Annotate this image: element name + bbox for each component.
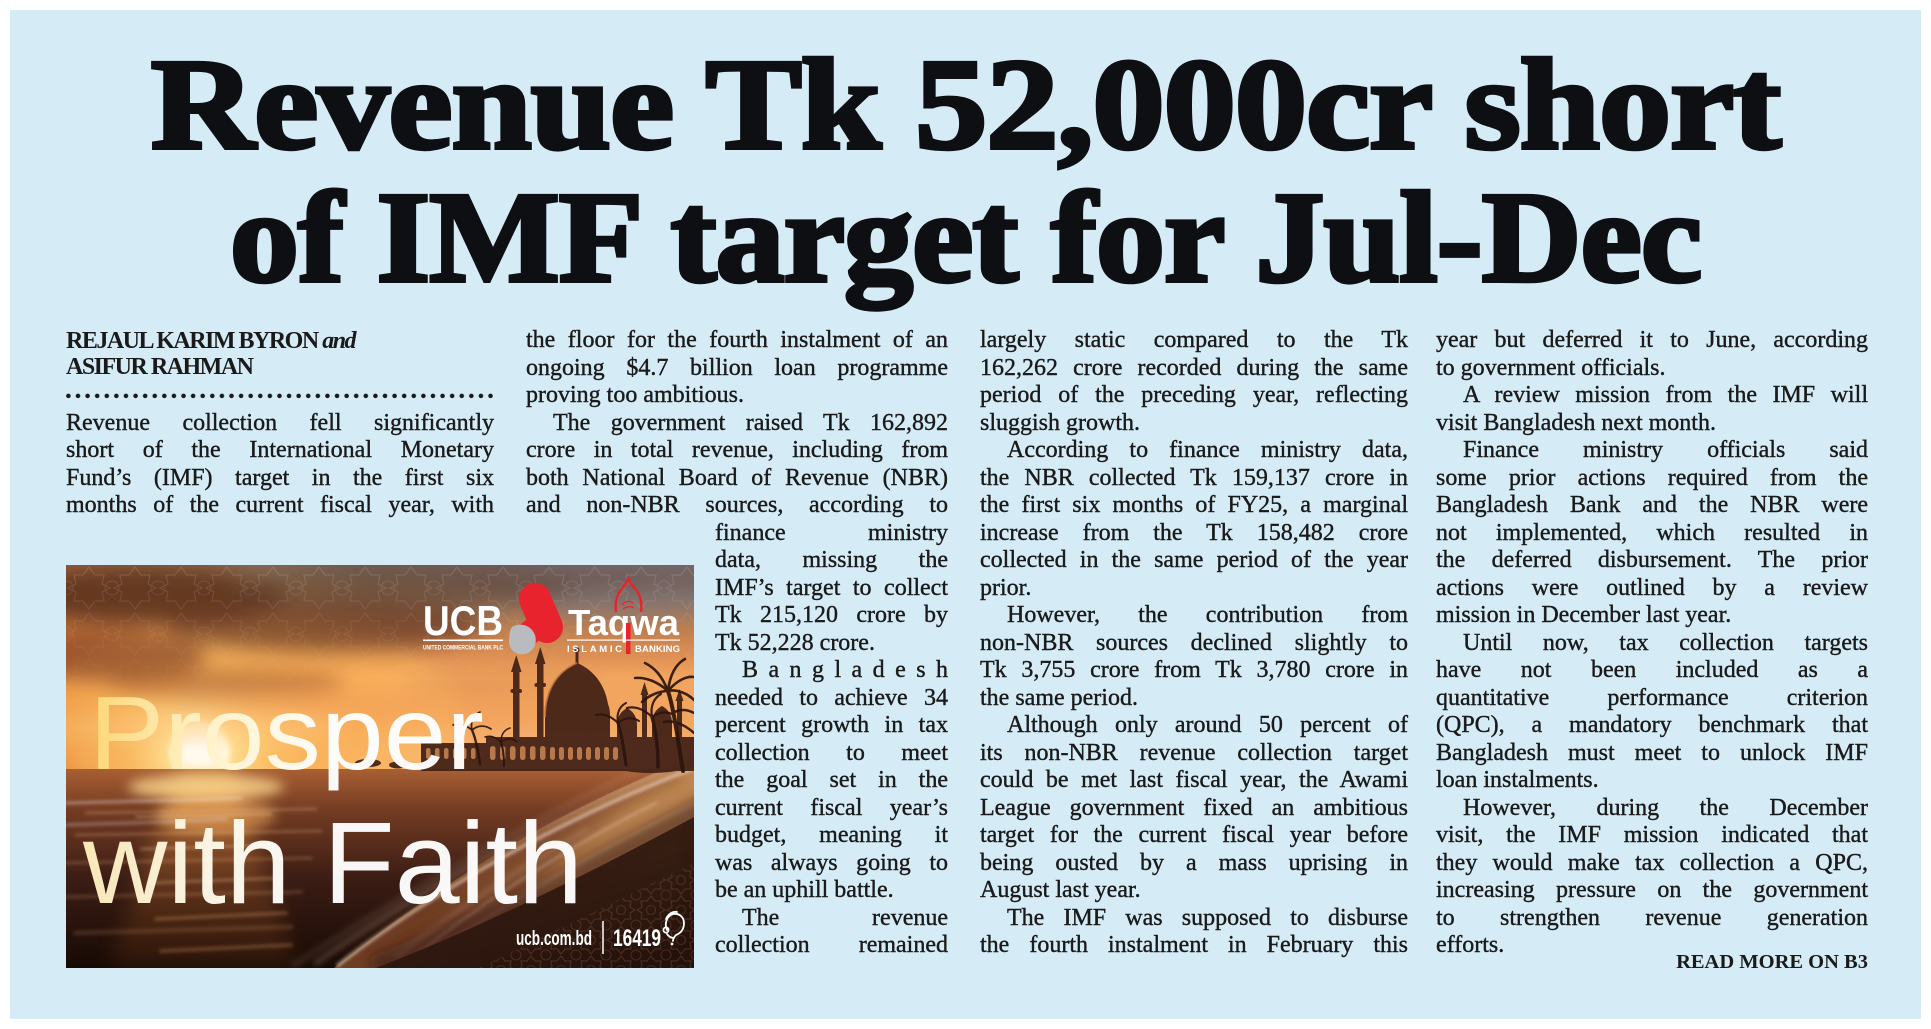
svg-text:with Faith: with Faith bbox=[82, 798, 583, 928]
svg-text:BANKING: BANKING bbox=[635, 644, 680, 655]
svg-text:UCB: UCB bbox=[423, 597, 503, 644]
svg-text:ISLAMIC: ISLAMIC bbox=[567, 644, 622, 655]
svg-text:16419: 16419 bbox=[613, 925, 661, 952]
svg-text:Prosper: Prosper bbox=[89, 676, 484, 792]
svg-text:Taqwa: Taqwa bbox=[568, 602, 680, 643]
svg-text:ucb.com.bd: ucb.com.bd bbox=[516, 928, 592, 950]
svg-text:UNITED COMMERCIAL BANK PLC: UNITED COMMERCIAL BANK PLC bbox=[423, 645, 503, 652]
